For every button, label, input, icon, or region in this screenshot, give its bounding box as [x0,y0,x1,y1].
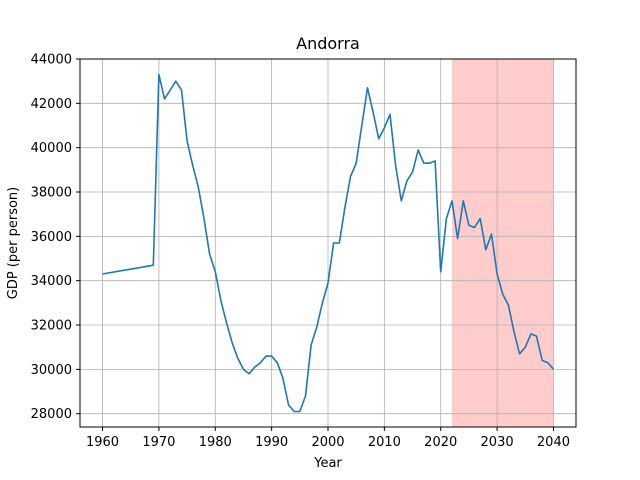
y-tick-label: 28000 [31,407,72,422]
x-tick-label: 1960 [86,435,119,450]
y-tick-label: 40000 [31,141,72,156]
x-tick-label: 2030 [481,435,514,450]
x-tick-label: 2040 [537,435,570,450]
series-line [102,73,555,413]
y-tick-label: 34000 [31,274,72,289]
x-tick-label: 2020 [424,435,457,450]
series-layer [102,73,555,413]
x-tick-label: 1990 [255,435,288,450]
x-axis-label: Year [313,456,342,471]
y-tick-label: 38000 [31,186,72,201]
y-tick-label: 44000 [31,53,72,68]
y-tick-label: 42000 [31,97,72,112]
x-tick-label: 2010 [368,435,401,450]
shaded-region-layer [452,59,554,427]
chart-title: Andorra [296,34,360,53]
y-tick-label: 36000 [31,230,72,245]
grid-layer [80,58,576,427]
forecast-shaded-region [452,59,554,427]
x-tick-label: 2000 [311,435,344,450]
tick-layer: 1960 1970 1980 1990 2000 2010 2020 2030 2040 2800… [31,53,570,451]
x-tick-label: 1980 [199,435,232,450]
y-tick-label: 30000 [31,363,72,378]
y-tick-label: 32000 [31,319,72,334]
x-tick-label: 1970 [142,435,175,450]
y-axis-label: GDP (per person) [6,187,21,300]
